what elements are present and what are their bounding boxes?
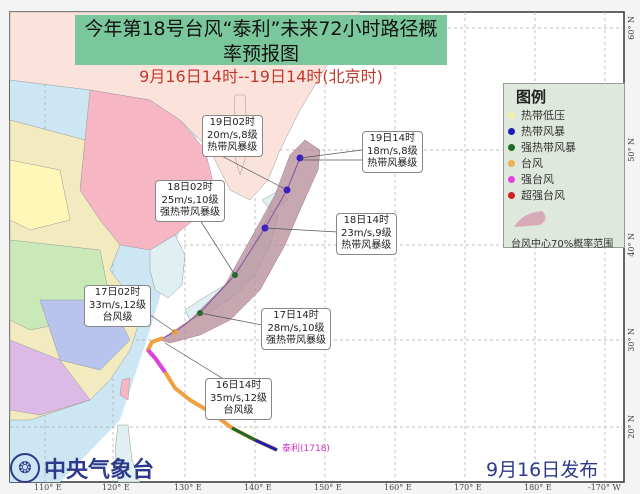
korea-land <box>149 234 186 299</box>
callout-18d02h: 18日02时 25m/s,10级 强热带风暴级 <box>155 180 225 222</box>
callout-leaders <box>142 149 363 384</box>
legend-item-ty: 台风 <box>508 155 624 171</box>
legend-heading: 图例 <box>516 88 547 106</box>
legend-item-ts: 热带风暴 <box>508 123 624 139</box>
lon-label: 110° E <box>34 483 62 492</box>
lon-label: 130° E <box>174 483 202 492</box>
lon-label: 180° E <box>524 483 552 492</box>
legend-item-sts: 强热带风暴 <box>508 139 624 155</box>
lat-label: 20° N <box>627 415 636 439</box>
philippines-land <box>114 424 141 483</box>
issued-text: 9月16日发布 <box>486 459 599 481</box>
lon-label: 120° E <box>102 483 130 492</box>
lon-label: -170° W <box>588 483 621 492</box>
lat-label: 50° N <box>627 138 636 162</box>
td-dot-icon <box>508 111 515 119</box>
lon-label: 160° E <box>384 483 412 492</box>
ts-dot-icon <box>508 127 515 135</box>
title-banner: 今年第18号台风“泰利”未来72小时路径概率预报图 9月16日14时--19日1… <box>75 15 447 86</box>
callout-18d14h: 18日14时 23m/s,9级 热带风暴级 <box>336 213 397 255</box>
sty-dot-icon <box>508 175 515 183</box>
map-title: 今年第18号台风“泰利”未来72小时路径概率预报图 <box>84 18 438 65</box>
agency-name: 中央气象台 <box>44 458 155 483</box>
legend: 图例 热带低压 热带风暴 强热带风暴 台风 强台风 超强台风 台风中心70%概率… <box>503 83 625 250</box>
ty-dot-icon <box>508 159 515 167</box>
callout-19d14h: 19日14时 18m/s,8级 热带风暴级 <box>362 131 423 173</box>
legend-item-superty: 超强台风 <box>508 187 624 203</box>
cone-swatch-icon <box>514 211 546 227</box>
cone-legend-label: 台风中心70%概率范围 <box>511 239 614 250</box>
legend-item-td: 热带低压 <box>508 107 624 123</box>
lon-label: 170° E <box>454 483 482 492</box>
lat-label: 60° N <box>627 16 636 40</box>
lon-label: 150° E <box>314 483 342 492</box>
taiwan-land <box>119 377 131 401</box>
callout-17d14h: 17日14时 28m/s,10级 强热带风暴级 <box>261 308 331 350</box>
lat-label: 30° N <box>627 328 636 352</box>
agency-brand: ❂ 中央气象台 <box>10 452 154 484</box>
storm-name-label: 泰利(1718) <box>282 444 330 454</box>
callout-19d02h: 19日02时 20m/s,8级 热带风暴级 <box>202 115 263 157</box>
legend-item-sty: 强台风 <box>508 171 624 187</box>
callout-17d02h: 17日02时 33m/s,12级 台风级 <box>84 285 151 327</box>
superty-dot-icon <box>508 191 515 199</box>
agency-logo-icon: ❂ <box>10 453 40 483</box>
forecast-period: 9月16日14时--19日14时(北京时) <box>139 67 383 86</box>
lat-label: 40° N <box>627 233 636 257</box>
sts-dot-icon <box>508 143 515 151</box>
callout-16d14h: 16日14时 35m/s,12级 台风级 <box>205 378 272 420</box>
lon-label: 140° E <box>244 483 272 492</box>
